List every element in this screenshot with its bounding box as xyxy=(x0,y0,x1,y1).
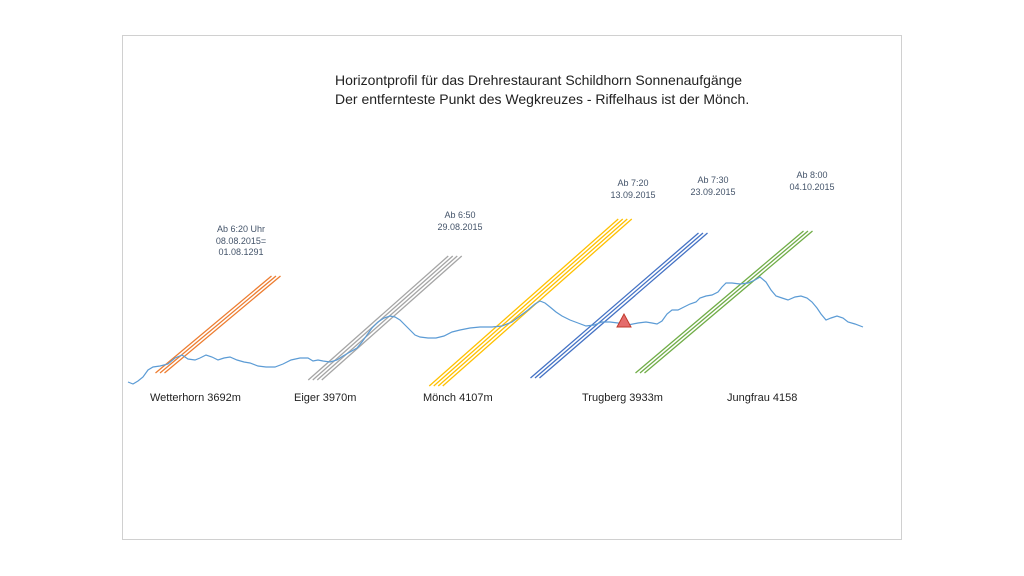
annotation-line: 29.08.2015 xyxy=(437,221,483,232)
sun-ray-line xyxy=(321,255,463,381)
title-line-1: Horizontprofil für das Drehrestaurant Sc… xyxy=(335,72,743,88)
annotation-line: 23.09.2015 xyxy=(690,186,736,197)
annotation-a2: Ab 6:50 29.08.2015 xyxy=(437,210,482,233)
sun-ray-line xyxy=(644,230,813,374)
annotation-line: Ab 6:20 Uhr xyxy=(216,224,266,234)
annotation-a3: Ab 7:20 13.09.2015 xyxy=(610,178,655,201)
sun-ray-bundle-a5 xyxy=(635,230,813,374)
annotation-a5: Ab 8:00 04.10.2015 xyxy=(789,170,834,193)
sun-ray-line xyxy=(539,232,708,379)
sun-ray-line xyxy=(530,232,699,379)
annotation-a1: Ab 6:20 Uhr 08.08.2015= 01.08.1291 xyxy=(216,224,266,259)
peak-label-eiger: Eiger 3970m xyxy=(294,392,357,404)
horizon-profile-line xyxy=(127,276,864,385)
sun-ray-line xyxy=(639,230,809,374)
annotation-line: 08.08.2015= xyxy=(215,235,267,246)
sun-ray-line xyxy=(159,275,277,374)
diagram-frame xyxy=(122,35,902,540)
sun-ray-line xyxy=(433,218,624,387)
sun-ray-line xyxy=(155,275,272,374)
peak-label-jungfrau: Jungfrau 4158 xyxy=(727,392,798,404)
sun-ray-bundle-a4 xyxy=(530,232,708,379)
diagram-title: Horizontprofil für das Drehrestaurant Sc… xyxy=(335,71,749,109)
peak-label-wetterhorn: Wetterhorn 3692m xyxy=(150,392,241,404)
sun-ray-line xyxy=(316,255,458,381)
peak-label-trugberg: Trugberg 3933m xyxy=(582,392,663,404)
sun-ray-bundle-a2 xyxy=(307,255,463,381)
sun-ray-line xyxy=(635,230,804,374)
annotation-line: Ab 7:30 xyxy=(697,175,729,185)
sun-ray-line xyxy=(428,218,619,387)
annotation-line: 04.10.2015 xyxy=(789,181,835,192)
sun-ray-line xyxy=(307,255,449,381)
peak-label-moench: Mönch 4107m xyxy=(423,392,493,404)
title-line-2: Der entfernteste Punkt des Wegkreuzes - … xyxy=(335,91,750,107)
position-marker-triangle xyxy=(616,312,632,328)
annotation-line: Ab 8:00 xyxy=(796,170,828,180)
annotation-line: 13.09.2015 xyxy=(610,189,656,200)
annotation-line: Ab 6:50 xyxy=(444,210,476,220)
annotation-a4: Ab 7:30 23.09.2015 xyxy=(690,175,735,198)
sun-ray-line xyxy=(437,218,628,387)
sun-ray-line xyxy=(534,232,704,379)
sun-ray-line xyxy=(312,255,454,381)
annotation-line: Ab 7:20 xyxy=(617,178,649,188)
annotation-line: 01.08.1291 xyxy=(218,247,264,257)
sun-ray-bundle-a3 xyxy=(428,218,633,387)
